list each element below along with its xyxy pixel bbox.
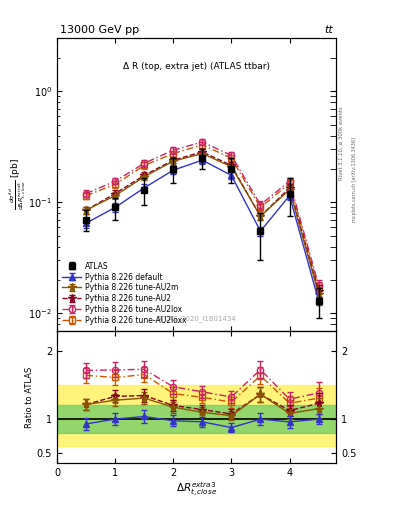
Text: mcplots.cern.ch [arXiv:1306.3436]: mcplots.cern.ch [arXiv:1306.3436] xyxy=(352,137,357,222)
Y-axis label: $\frac{d\sigma^{fid}}{d\Delta R_{t,close}^{extra3}}$ [pb]: $\frac{d\sigma^{fid}}{d\Delta R_{t,close… xyxy=(7,159,27,210)
X-axis label: $\Delta R^{extra3}_{t,close}$: $\Delta R^{extra3}_{t,close}$ xyxy=(176,481,217,499)
Text: ATLAS_2020_I1801434: ATLAS_2020_I1801434 xyxy=(157,315,236,322)
Text: Δ R (top, extra jet) (ATLAS ttbar): Δ R (top, extra jet) (ATLAS ttbar) xyxy=(123,62,270,71)
Text: Rivet 3.1.10, ≥ 300k events: Rivet 3.1.10, ≥ 300k events xyxy=(339,106,344,180)
Bar xyxy=(57,406,336,433)
Y-axis label: Ratio to ATLAS: Ratio to ATLAS xyxy=(25,366,34,428)
Text: tt: tt xyxy=(325,25,333,35)
Bar xyxy=(57,385,336,446)
Legend: ATLAS, Pythia 8.226 default, Pythia 8.226 tune-AU2m, Pythia 8.226 tune-AU2, Pyth: ATLAS, Pythia 8.226 default, Pythia 8.22… xyxy=(61,260,188,327)
Text: 13000 GeV pp: 13000 GeV pp xyxy=(60,25,139,35)
